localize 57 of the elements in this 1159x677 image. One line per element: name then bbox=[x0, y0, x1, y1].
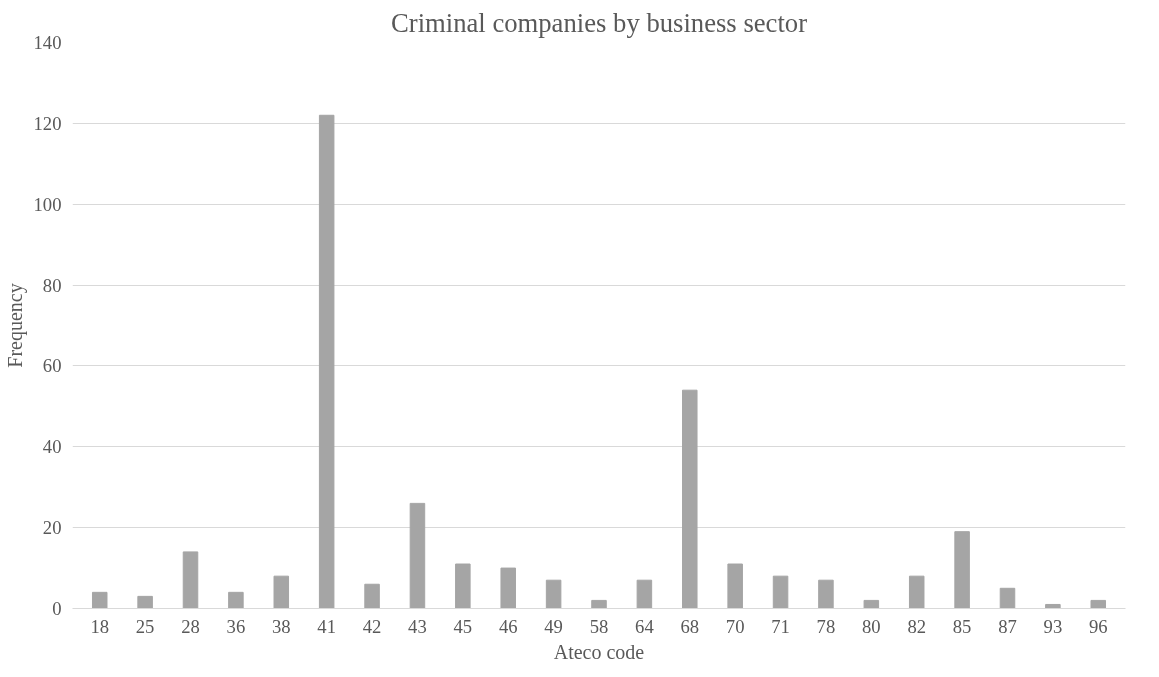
bar bbox=[137, 595, 153, 609]
chart-title: Criminal companies by business sector bbox=[390, 7, 808, 38]
bar bbox=[772, 575, 789, 609]
x-tick-label: 93 bbox=[1043, 615, 1063, 637]
bar bbox=[727, 563, 743, 609]
y-axis-title: Frequency bbox=[3, 283, 27, 368]
x-tick-label: 28 bbox=[181, 615, 200, 637]
bar bbox=[636, 579, 653, 609]
bar bbox=[318, 114, 335, 609]
bar bbox=[1090, 599, 1107, 609]
x-tick-label: 46 bbox=[498, 615, 518, 637]
x-tick-label: 87 bbox=[998, 615, 1017, 637]
bar bbox=[818, 579, 834, 609]
y-tick-label: 80 bbox=[42, 274, 62, 296]
bar bbox=[908, 575, 925, 609]
x-tick-label: 42 bbox=[362, 615, 382, 637]
x-tick-label: 45 bbox=[453, 615, 473, 637]
x-tick-label: 82 bbox=[907, 615, 927, 637]
x-tick-label: 18 bbox=[90, 615, 110, 637]
x-tick-label: 36 bbox=[226, 615, 246, 637]
y-tick-label: 60 bbox=[42, 355, 62, 377]
bar bbox=[954, 531, 970, 609]
y-tick-label: 0 bbox=[52, 598, 62, 619]
x-tick-label: 43 bbox=[408, 615, 427, 637]
bar bbox=[682, 389, 698, 609]
bar bbox=[455, 563, 471, 609]
x-tick-label: 85 bbox=[952, 615, 972, 637]
x-tick-label: 25 bbox=[135, 615, 155, 637]
x-tick-label: 96 bbox=[1088, 615, 1108, 637]
bar bbox=[591, 599, 607, 609]
x-tick-label: 64 bbox=[635, 615, 655, 637]
x-tick-label: 71 bbox=[771, 615, 790, 637]
x-tick-label: 78 bbox=[816, 615, 836, 637]
x-axis-title: Ateco code bbox=[553, 640, 645, 663]
bar bbox=[273, 575, 290, 609]
bar bbox=[999, 587, 1016, 609]
bar bbox=[364, 583, 380, 609]
bar bbox=[182, 551, 199, 609]
bar bbox=[91, 591, 108, 609]
x-tick-label: 80 bbox=[862, 615, 881, 637]
x-tick-label: 49 bbox=[544, 615, 563, 637]
x-tick-label: 38 bbox=[271, 615, 291, 637]
bar bbox=[1045, 603, 1061, 609]
x-tick-label: 70 bbox=[725, 615, 745, 637]
x-tick-label: 41 bbox=[317, 615, 336, 637]
bar bbox=[545, 579, 562, 609]
x-tick-label: 68 bbox=[680, 615, 700, 637]
y-tick-label: 100 bbox=[33, 193, 62, 215]
y-tick-label: 120 bbox=[33, 112, 62, 134]
y-tick-label: 140 bbox=[33, 32, 62, 53]
y-tick-label: 40 bbox=[42, 436, 62, 458]
x-tick-label: 58 bbox=[589, 615, 609, 637]
bar bbox=[409, 502, 426, 609]
bar bbox=[228, 591, 244, 609]
y-tick-label: 20 bbox=[42, 517, 62, 539]
bar bbox=[863, 599, 880, 609]
bar bbox=[500, 567, 516, 609]
